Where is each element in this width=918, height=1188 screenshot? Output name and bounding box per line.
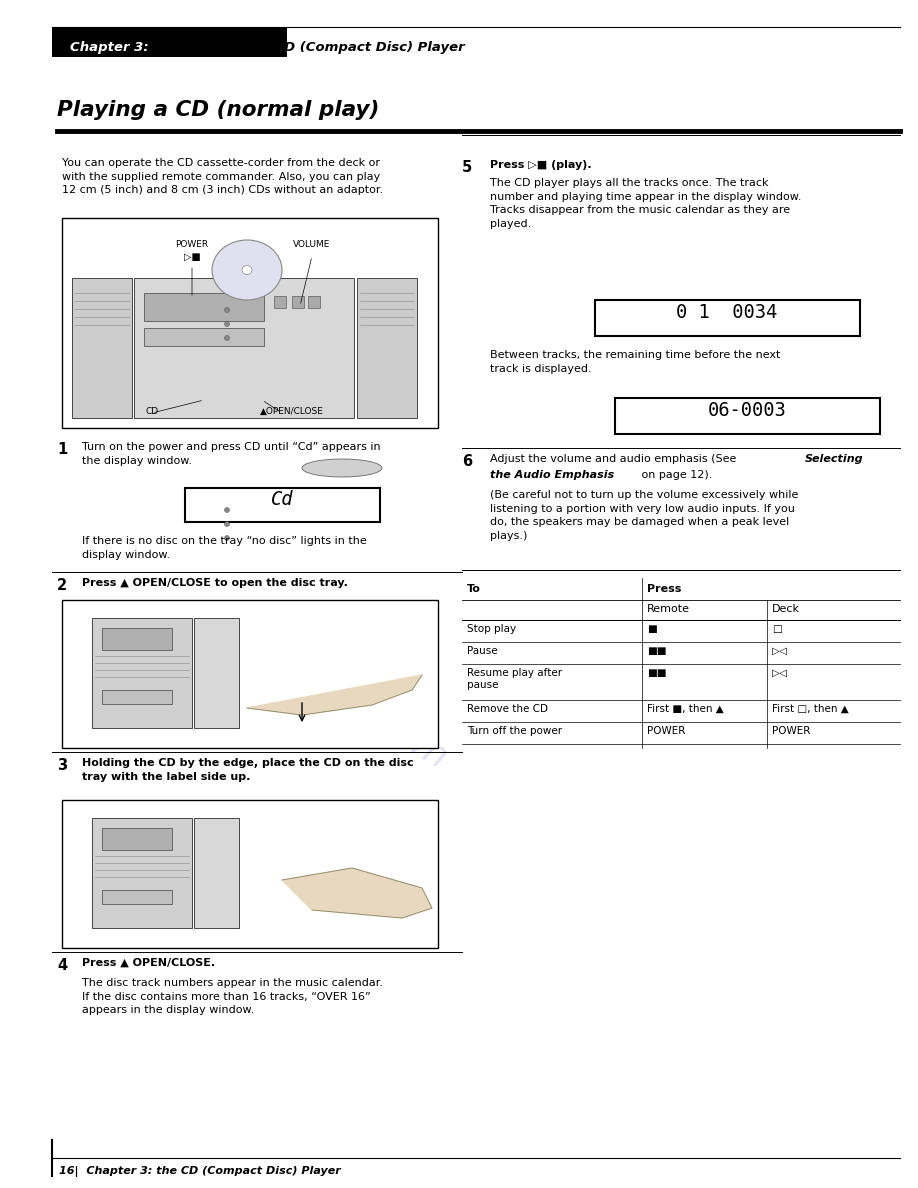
Bar [62, 800, 438, 948]
Bar [102, 890, 172, 904]
Bar [102, 828, 172, 849]
Text: 06-0003: 06-0003 [708, 402, 787, 421]
Text: You can operate the CD cassette-corder from the deck or
with the supplied remote: You can operate the CD cassette-corder f… [62, 158, 383, 195]
Text: Turn off the power: Turn off the power [467, 726, 562, 737]
Text: ■■: ■■ [647, 668, 666, 678]
Bar [595, 301, 860, 336]
Bar [194, 618, 239, 728]
Ellipse shape [225, 507, 230, 512]
Ellipse shape [330, 864, 334, 868]
Text: 16|  Chapter 3: the CD (Compact Disc) Player: 16| Chapter 3: the CD (Compact Disc) Pla… [59, 1165, 341, 1177]
Ellipse shape [212, 240, 282, 301]
Text: 1: 1 [57, 442, 67, 457]
Text: 5: 5 [462, 160, 472, 175]
Bar [615, 398, 880, 434]
Text: Stop play: Stop play [467, 624, 516, 634]
Bar [62, 600, 438, 748]
Text: Pause: Pause [467, 646, 498, 656]
Text: ▷◁: ▷◁ [772, 668, 788, 678]
Ellipse shape [225, 335, 230, 341]
Ellipse shape [225, 322, 230, 327]
Text: ▷◁: ▷◁ [772, 646, 788, 656]
Bar [144, 293, 264, 321]
Bar [292, 296, 304, 308]
Bar [274, 296, 286, 308]
Bar [52, 27, 287, 57]
Text: Selecting: Selecting [805, 454, 864, 465]
Text: 3: 3 [57, 758, 67, 773]
Text: ▷■: ▷■ [184, 252, 200, 263]
Ellipse shape [225, 522, 230, 526]
Bar [62, 219, 438, 428]
Bar [102, 690, 172, 704]
Bar [92, 618, 192, 728]
Polygon shape [247, 675, 422, 715]
Text: on page 12).: on page 12). [638, 470, 712, 480]
Bar [144, 328, 264, 346]
Polygon shape [282, 868, 432, 918]
Bar [308, 296, 320, 308]
Text: 6: 6 [462, 454, 472, 469]
Text: manualslib.com: manualslib.com [189, 602, 453, 776]
Text: POWER: POWER [175, 240, 208, 249]
Text: Resume play after
pause: Resume play after pause [467, 668, 562, 690]
Text: Turn on the power and press CD until “Cd” appears in
the display window.: Turn on the power and press CD until “Cd… [82, 442, 381, 466]
Text: 2: 2 [57, 579, 67, 593]
Text: VOLUME: VOLUME [294, 240, 330, 249]
Ellipse shape [225, 308, 230, 312]
Text: Press ▲ OPEN/CLOSE to open the disc tray.: Press ▲ OPEN/CLOSE to open the disc tray… [82, 579, 348, 588]
Bar [194, 819, 239, 928]
Text: ■: ■ [647, 624, 656, 634]
Text: POWER: POWER [647, 726, 686, 737]
Text: First ■, then ▲: First ■, then ▲ [647, 704, 723, 714]
Text: Press ▲ OPEN/CLOSE.: Press ▲ OPEN/CLOSE. [82, 958, 215, 968]
Bar [72, 278, 132, 418]
Text: Adjust the volume and audio emphasis (See: Adjust the volume and audio emphasis (Se… [490, 454, 740, 465]
Text: POWER: POWER [772, 726, 811, 737]
Ellipse shape [225, 536, 230, 541]
Text: Chapter 3:: Chapter 3: [70, 40, 149, 53]
Text: First □, then ▲: First □, then ▲ [772, 704, 849, 714]
Text: CD: CD [145, 407, 159, 416]
Text: Playing a CD (normal play): Playing a CD (normal play) [57, 100, 379, 120]
Text: the Audio Emphasis: the Audio Emphasis [490, 470, 614, 480]
Text: Remote: Remote [647, 604, 690, 614]
Bar [357, 278, 417, 418]
Ellipse shape [302, 459, 382, 478]
Ellipse shape [330, 849, 334, 854]
Text: Press ▷■ (play).: Press ▷■ (play). [490, 160, 591, 170]
Text: (Be careful not to turn up the volume excessively while
listening to a portion w: (Be careful not to turn up the volume ex… [490, 489, 799, 541]
Text: ▲OPEN/CLOSE: ▲OPEN/CLOSE [260, 407, 324, 416]
Text: the CD (Compact Disc) Player: the CD (Compact Disc) Player [245, 40, 465, 53]
Text: To: To [467, 584, 481, 594]
Text: Remove the CD: Remove the CD [467, 704, 548, 714]
Text: □: □ [772, 624, 782, 634]
Text: Deck: Deck [772, 604, 800, 614]
Text: Press: Press [647, 584, 681, 594]
Text: The disc track numbers appear in the music calendar.
If the disc contains more t: The disc track numbers appear in the mus… [82, 978, 383, 1016]
Text: The CD player plays all the tracks once. The track
number and playing time appea: The CD player plays all the tracks once.… [490, 178, 801, 229]
Text: Holding the CD by the edge, place the CD on the disc
tray with the label side up: Holding the CD by the edge, place the CD… [82, 758, 414, 782]
Text: Cd: Cd [271, 489, 293, 508]
Bar [134, 278, 354, 418]
Bar [92, 819, 192, 928]
Text: If there is no disc on the tray “no disc” lights in the
display window.: If there is no disc on the tray “no disc… [82, 536, 367, 560]
Bar [102, 628, 172, 650]
Text: 0 1  0034: 0 1 0034 [677, 303, 778, 322]
Ellipse shape [242, 265, 252, 274]
Text: ■■: ■■ [647, 646, 666, 656]
Text: Between tracks, the remaining time before the next
track is displayed.: Between tracks, the remaining time befor… [490, 350, 780, 373]
Bar [185, 488, 380, 522]
Ellipse shape [330, 878, 334, 883]
Text: 4: 4 [57, 958, 67, 973]
